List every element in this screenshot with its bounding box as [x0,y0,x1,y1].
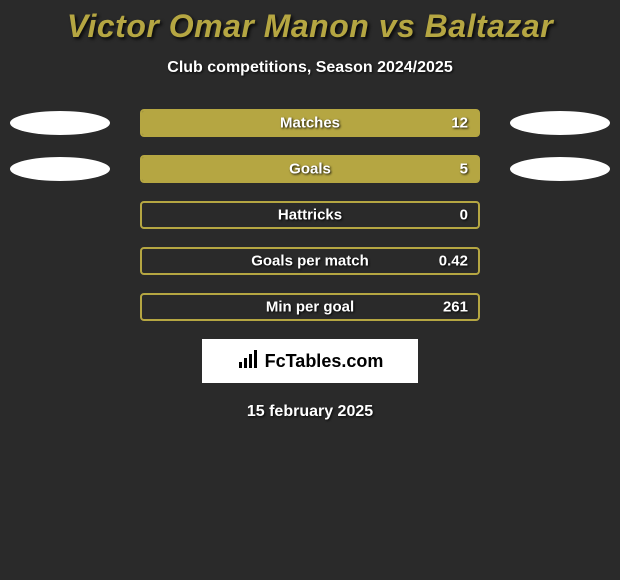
player-right-ellipse [510,111,610,135]
stats-container: Matches 12 Goals 5 Hattricks 0 Goals per match… [0,109,620,321]
page-title: Victor Omar Manon vs Baltazar [0,0,620,45]
date-label: 15 february 2025 [0,403,620,421]
stat-row: Goals per match 0.42 [0,247,620,275]
stat-row: Goals 5 [0,155,620,183]
watermark-text: FcTables.com [265,351,384,372]
stat-label: Hattricks [278,207,342,224]
stat-label: Matches [280,115,340,132]
stat-row: Hattricks 0 [0,201,620,229]
stat-row: Min per goal 261 [0,293,620,321]
stat-bar: Goals 5 [140,155,480,183]
stat-value: 261 [443,299,468,316]
chart-bars-icon [237,348,259,375]
stat-value: 0.42 [439,253,468,270]
player-left-ellipse [10,111,110,135]
watermark-box: FcTables.com [202,339,418,383]
stat-bar: Min per goal 261 [140,293,480,321]
player-left-ellipse [10,157,110,181]
player-right-ellipse [510,157,610,181]
stat-value: 12 [451,115,468,132]
stat-row: Matches 12 [0,109,620,137]
stat-value: 0 [460,207,468,224]
stat-bar: Hattricks 0 [140,201,480,229]
stat-label: Min per goal [266,299,354,316]
stat-bar: Goals per match 0.42 [140,247,480,275]
stat-value: 5 [460,161,468,178]
page-subtitle: Club competitions, Season 2024/2025 [0,59,620,77]
stat-label: Goals per match [251,253,369,270]
stat-bar: Matches 12 [140,109,480,137]
stat-label: Goals [289,161,331,178]
